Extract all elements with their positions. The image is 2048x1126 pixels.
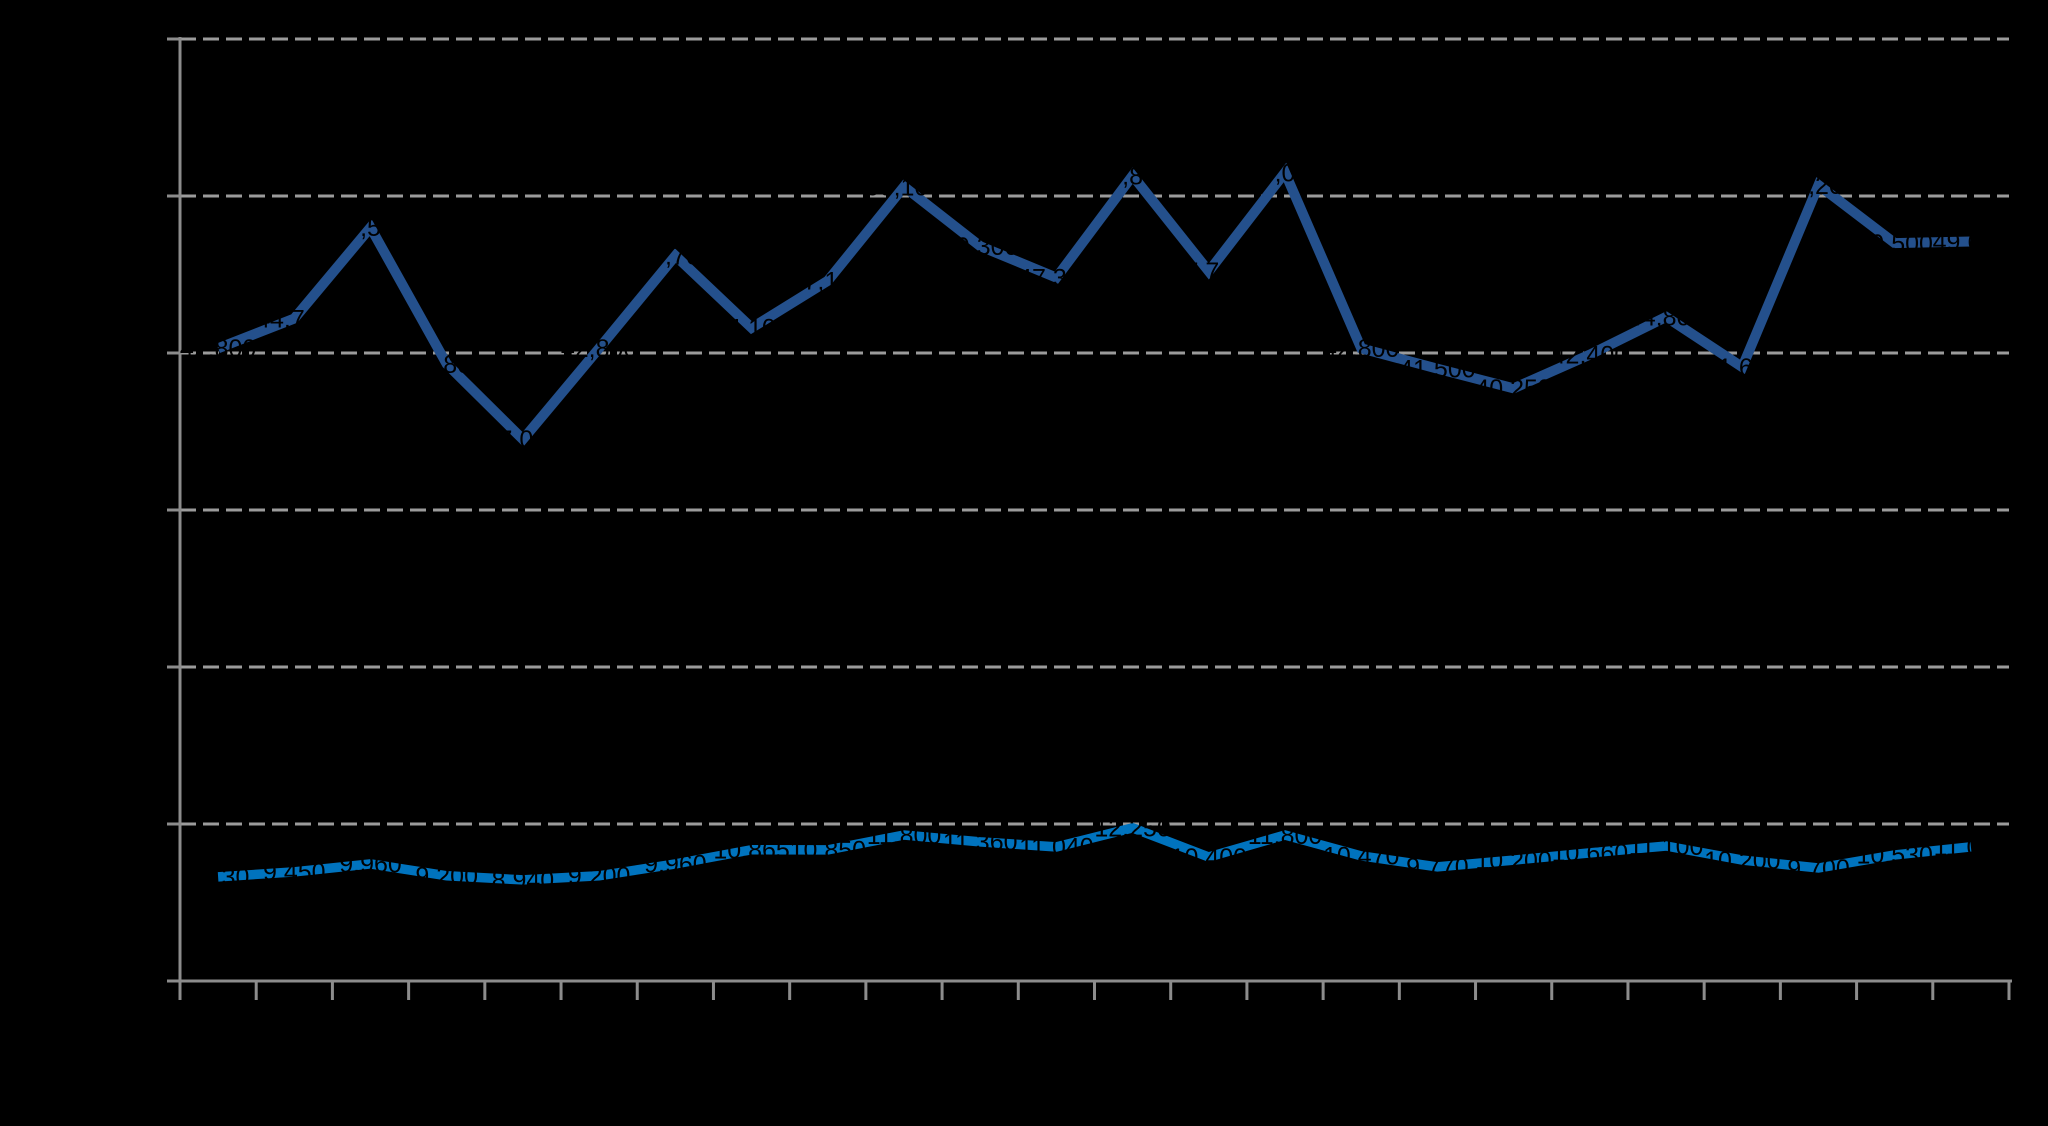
y-axis-ticks xyxy=(167,37,180,983)
dark-blue-series-data-label: 40,253 xyxy=(1475,375,1551,403)
dark-blue-series-data-label: 49,600 xyxy=(1933,228,2009,256)
dark-blue-series-data-label: 44,800 xyxy=(1628,304,1704,332)
light-blue-series-data-label: 9,450 xyxy=(263,859,326,887)
light-blue-series-data-label: 11,800 xyxy=(867,822,942,850)
dark-blue-series-data-label: 42,800 xyxy=(180,335,256,363)
light-blue-series-data-label: 9,960 xyxy=(644,851,707,879)
dark-blue-series-data-label: 49,500 xyxy=(1856,230,1932,258)
dark-blue-series-data-label: 47,300 xyxy=(1018,264,1094,292)
dark-blue-series-data-label: 44,700 xyxy=(256,305,332,333)
data-labels: 42,80044,70050,50041,80037,00042,80048,7… xyxy=(180,159,2009,894)
light-blue-series-data-label: 10,530 xyxy=(1856,842,1932,870)
gridlines xyxy=(180,37,2009,826)
light-blue-series-data-label: 9,960 xyxy=(339,851,402,879)
light-blue-series-data-label: 11,360 xyxy=(943,829,1018,857)
light-blue-series-data-label: 12,250 xyxy=(1094,815,1170,843)
dark-blue-series-data-label: 41,500 xyxy=(1399,355,1475,383)
light-blue-series-data-label: 10,660 xyxy=(1552,840,1628,868)
light-blue-series-data-label: 11,040 xyxy=(1934,834,2009,862)
dark-blue-series-data-label: 42,800 xyxy=(561,335,637,363)
dark-blue-series-data-label: 53,800 xyxy=(1094,162,1170,190)
light-blue-series-data-label: 9,770 xyxy=(1406,854,1469,882)
light-blue-series-data-label: 8,940 xyxy=(492,867,555,895)
dark-blue-series-data-label: 37,000 xyxy=(485,426,561,454)
light-blue-series-data-label: 9,700 xyxy=(1787,855,1850,883)
dark-blue-series-data-label: 49,300 xyxy=(942,233,1018,261)
dark-blue-series-data-label: 54,000 xyxy=(1247,159,1323,187)
light-blue-series-data-label: 9,130 xyxy=(187,864,250,892)
dark-blue-series-data-label: 53,100 xyxy=(866,173,942,201)
light-blue-series-data-label: 9,200 xyxy=(568,863,631,891)
dark-blue-series-data-label: 50,500 xyxy=(332,214,408,242)
light-blue-series-data-label: 9,200 xyxy=(415,863,478,891)
dark-blue-series-data-label: 41,600 xyxy=(1704,354,1780,382)
light-blue-series-data-label: 10,200 xyxy=(1475,847,1551,875)
light-blue-series-line xyxy=(217,822,1972,885)
x-axis-ticks xyxy=(178,981,2011,1000)
dark-blue-series-data-label: 47,100 xyxy=(790,268,866,296)
light-blue-series-data-label: 10,865 xyxy=(713,836,789,864)
dark-blue-series-data-label: 47,700 xyxy=(1171,258,1247,286)
light-blue-series-data-label: 10,400 xyxy=(1171,844,1247,872)
dark-blue-series-data-label: 41,800 xyxy=(408,351,484,379)
dark-blue-series-data-label: 44,100 xyxy=(713,315,789,343)
dark-blue-series-data-label: 48,700 xyxy=(637,242,713,270)
dark-blue-series-line xyxy=(216,162,1972,447)
light-blue-series-data-label: 10,200 xyxy=(1704,847,1780,875)
dark-blue-series-data-label: 42,800 xyxy=(1323,335,1399,363)
light-blue-series-data-label: 10,470 xyxy=(1323,843,1399,871)
dark-blue-series-data-label: 42,400 xyxy=(1552,341,1628,369)
dark-blue-series-data-label: 53,200 xyxy=(1780,172,1856,200)
light-blue-series-data-label: 10,850 xyxy=(790,837,866,865)
light-blue-series-data-label: 11,100 xyxy=(1629,833,1704,861)
light-blue-series-data-label: 11,040 xyxy=(1019,834,1094,862)
light-blue-series-data-label: 11,800 xyxy=(1248,822,1323,850)
